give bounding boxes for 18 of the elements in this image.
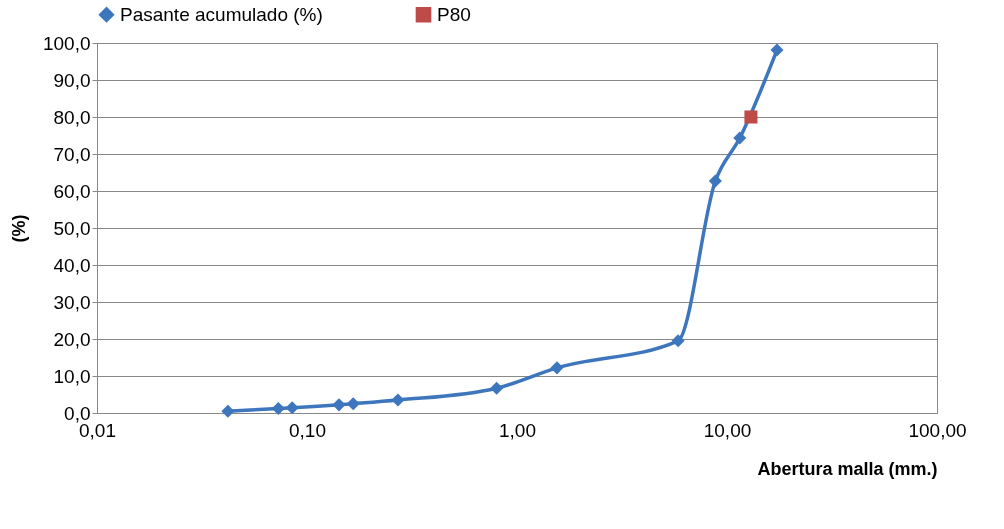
y-tick-label: 50,0 bbox=[53, 217, 91, 239]
x-tick-label: 0,10 bbox=[289, 419, 326, 441]
x-axis-title: Abertura malla (mm.) bbox=[757, 458, 938, 479]
y-tick-label: 70,0 bbox=[53, 143, 91, 165]
y-tick-label: 60,0 bbox=[53, 180, 91, 202]
y-axis-title: (%) bbox=[8, 214, 29, 243]
y-tick-label: 20,0 bbox=[53, 328, 91, 350]
y-tick-label: 90,0 bbox=[53, 69, 91, 91]
y-tick-label: 10,0 bbox=[53, 365, 91, 387]
x-tick-label: 100,00 bbox=[908, 419, 967, 441]
y-tick-label: 100,0 bbox=[42, 32, 91, 54]
y-tick-label: 30,0 bbox=[53, 291, 91, 313]
x-tick-label: 1,00 bbox=[499, 419, 536, 441]
y-tick-label: 80,0 bbox=[53, 106, 91, 128]
legend-label: P80 bbox=[437, 3, 471, 25]
legend-label: Pasante acumulado (%) bbox=[120, 3, 323, 25]
y-tick-label: 40,0 bbox=[53, 254, 91, 276]
x-tick-label: 10,00 bbox=[703, 419, 752, 441]
